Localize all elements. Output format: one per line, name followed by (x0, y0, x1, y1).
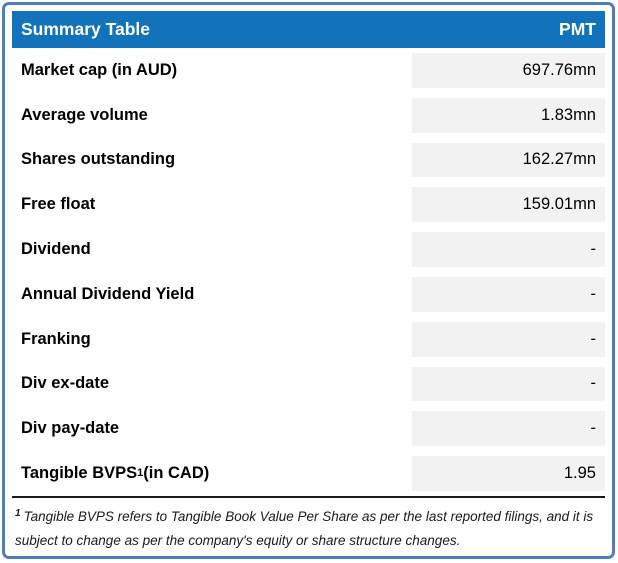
ticker-symbol: PMT (559, 19, 596, 39)
row-value: - (412, 232, 605, 267)
table-row: Franking - (12, 317, 605, 362)
table-row: Div ex-date - (12, 362, 605, 407)
table-row: Dividend - (12, 227, 605, 272)
footnote-divider (12, 496, 605, 498)
row-value: - (412, 366, 605, 402)
row-value: 1.95 (412, 456, 605, 491)
row-label: Average volume (21, 105, 148, 124)
row-value: - (412, 321, 605, 357)
row-value: 697.76mn (412, 53, 605, 88)
table-row: Annual Dividend Yield - (12, 272, 605, 317)
table-row: Tangible BVPS 1 (in CAD) 1.95 (12, 451, 605, 496)
footnote-text: Tangible BVPS refers to Tangible Book Va… (15, 509, 594, 548)
table-row: Average volume 1.83mn (12, 93, 605, 138)
row-label: Div ex-date (21, 374, 110, 393)
table-body: Market cap (in AUD) 697.76mn Average vol… (12, 48, 605, 496)
row-value: - (412, 276, 605, 312)
row-label: Shares outstanding (21, 150, 176, 169)
table-row: Market cap (in AUD) 697.76mn (12, 48, 605, 93)
row-label: Market cap (in AUD) (21, 60, 178, 79)
row-value: 1.83mn (412, 97, 605, 133)
footnote-marker: 1 (15, 507, 21, 519)
table-header: Summary Table PMT (12, 11, 605, 48)
row-value: 162.27mn (412, 142, 605, 178)
row-value: - (412, 411, 605, 447)
row-label: Franking (21, 329, 91, 348)
row-label: Div pay-date (21, 419, 120, 438)
table-row: Shares outstanding 162.27mn (12, 138, 605, 183)
table-title: Summary Table (21, 19, 151, 39)
row-label: Annual Dividend Yield (21, 284, 195, 303)
row-label: Dividend (21, 240, 91, 259)
table-row: Div pay-date - (12, 406, 605, 451)
footnote: 1 Tangible BVPS refers to Tangible Book V… (12, 498, 605, 552)
table-row: Free float 159.01mn (12, 182, 605, 227)
row-value: 159.01mn (412, 187, 605, 223)
row-label: Tangible BVPS 1 (in CAD) (21, 464, 210, 483)
row-label: Free float (21, 195, 96, 214)
